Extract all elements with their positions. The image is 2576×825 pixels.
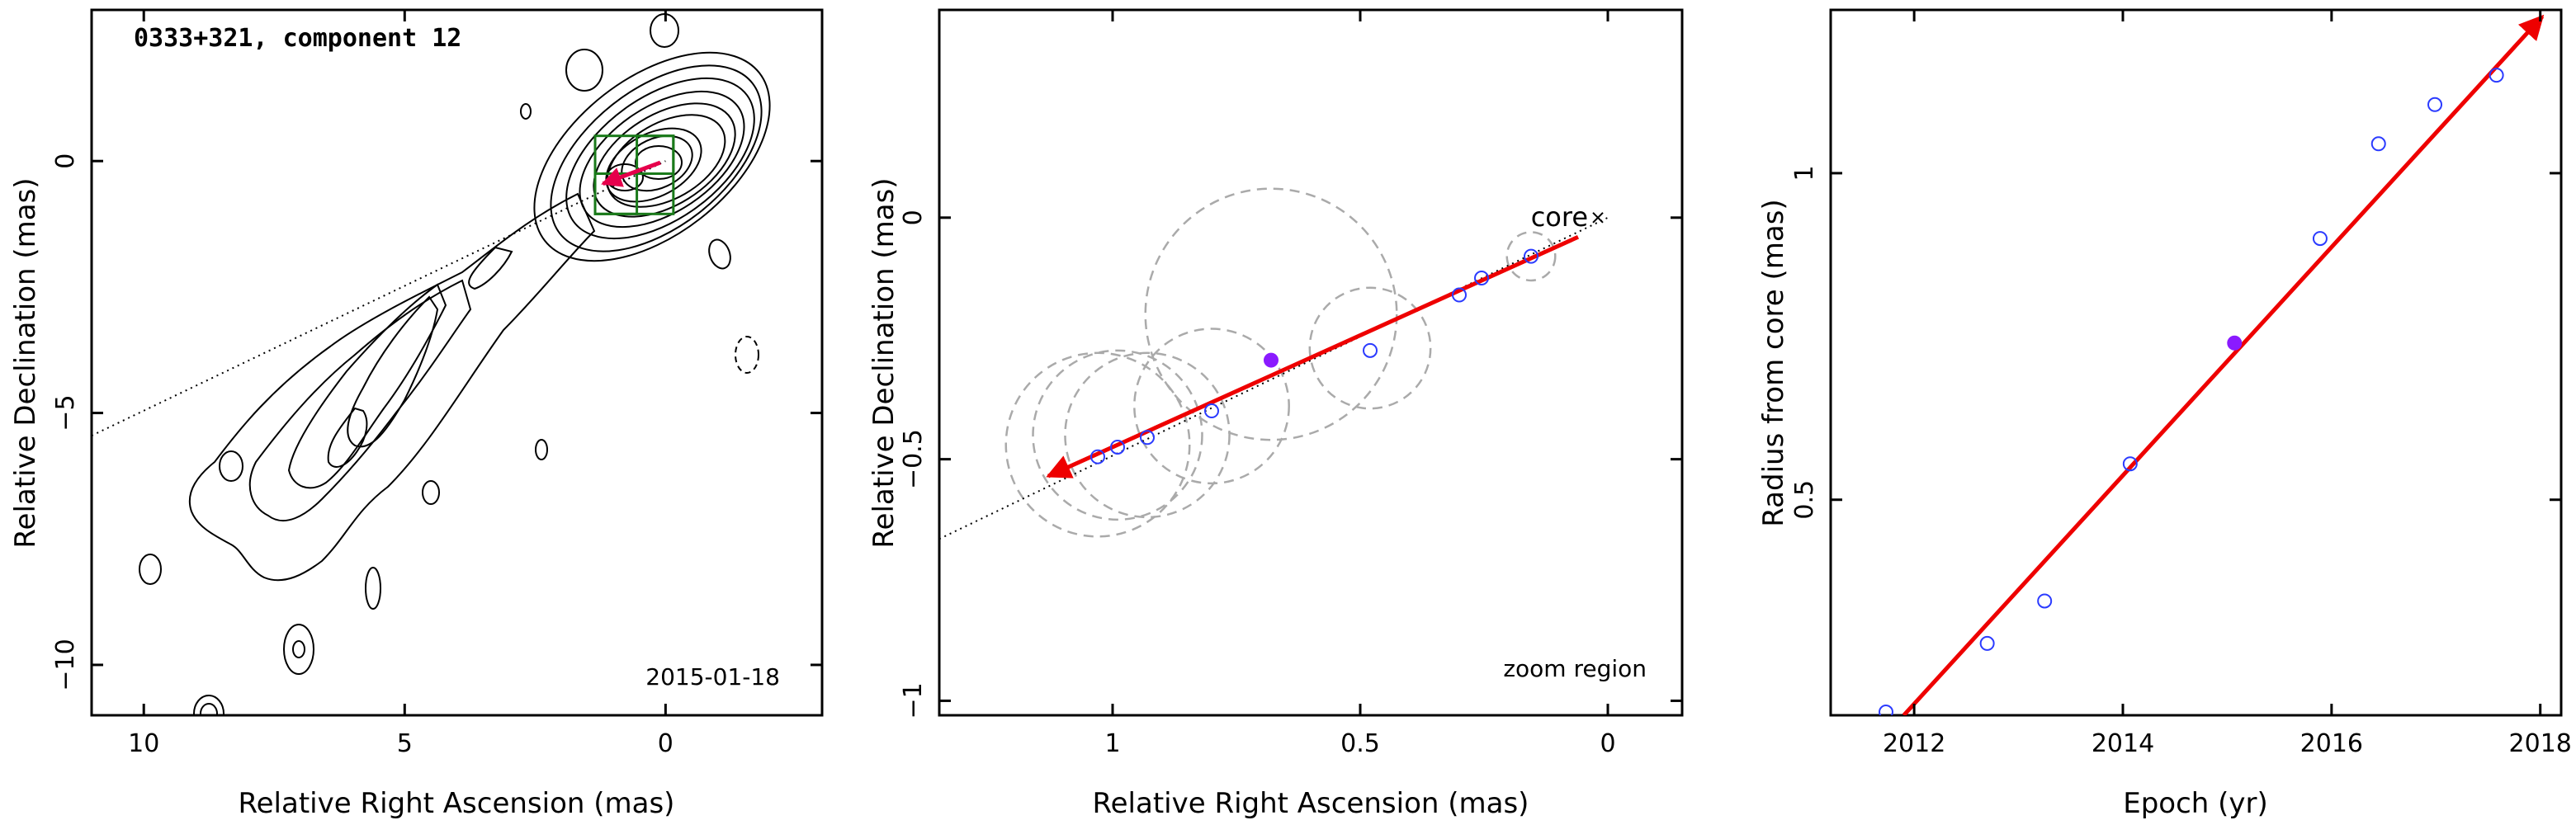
panel-a-xtick-label: 5 <box>397 729 413 758</box>
data-point <box>2037 593 2053 609</box>
uncertainty-circle <box>1064 351 1231 519</box>
panel-a-ytick-label: −5 <box>51 394 80 431</box>
uncertainty-circle <box>1032 349 1203 521</box>
contour-jet-5 <box>327 407 368 468</box>
data-point <box>2312 231 2328 247</box>
contour-blob-2 <box>565 49 603 92</box>
data-point <box>1979 635 1995 651</box>
panel-b-xtick-label: 1 <box>1104 729 1120 758</box>
data-point <box>1879 705 1894 715</box>
panel-a-frame <box>90 8 824 717</box>
panel-c-ytick-label: 1 <box>1790 165 1819 181</box>
component-arrow <box>601 160 661 187</box>
panel-a-xtick-label: 10 <box>128 729 159 758</box>
motion-arrow <box>1046 234 1580 478</box>
panel-a-ytick-label: −10 <box>51 639 80 691</box>
data-point <box>1110 439 1125 455</box>
panel-a-ytick-label: 0 <box>51 153 80 169</box>
data-point <box>1140 430 1155 446</box>
panel-a-title: 0333+321, component 12 <box>134 24 461 53</box>
panel-b-plot <box>939 187 1609 540</box>
panel-b-ytick-label: 0 <box>899 210 928 225</box>
panel-a-overlays <box>92 134 675 436</box>
panel-a-xtick-label: 0 <box>658 729 674 758</box>
data-point <box>1524 248 1539 264</box>
core-label: core <box>1531 201 1588 233</box>
epoch-label: 2015-01-18 <box>645 663 780 691</box>
core-marker <box>1592 212 1604 224</box>
panel-c-xtick-label: 2014 <box>2092 729 2154 758</box>
contour-core-1 <box>533 51 771 262</box>
contour-core-5 <box>593 102 736 218</box>
panel-radius-vs-epoch: 2012 2014 2016 2018 0.5 1 Epoch (yr) Radius f… <box>1757 8 2572 820</box>
contour-core-6 <box>606 114 726 208</box>
panel-b-frame <box>938 8 1684 717</box>
data-point <box>1363 342 1378 358</box>
data-point <box>2489 68 2504 83</box>
contour-core-2 <box>550 64 763 252</box>
contour-blob-11 <box>283 624 314 675</box>
fit-line <box>1902 14 2545 715</box>
contour-blob-6 <box>535 439 548 460</box>
contour-blob-4 <box>708 238 731 270</box>
panel-contour-map: 10 5 0 0 −5 −10 0333+321, component 12 2015-0… <box>9 8 824 820</box>
contour-jet-4 <box>347 295 439 448</box>
uncertainty-circle <box>1505 231 1557 282</box>
highlight-point <box>2227 335 2243 351</box>
contour-blob-5 <box>735 336 759 374</box>
panel-c-ylabel: Radius from core (mas) <box>1757 199 1790 526</box>
contour-core-9 <box>635 145 683 180</box>
contour-jet-3 <box>287 283 447 489</box>
panel-a-xlabel: Relative Right Ascension (mas) <box>239 787 675 820</box>
panel-a-ticks: 10 5 0 0 −5 −10 <box>51 10 822 758</box>
uncertainty-circle <box>1308 286 1432 410</box>
panel-b-xtick-label: 0.5 <box>1340 729 1380 758</box>
panel-b-ytick-label: −1 <box>899 682 928 719</box>
panel-zoom-region: 1 0.5 0 0 −0.5 −1 core zoom region Relative R… <box>867 8 1684 820</box>
data-point <box>2122 456 2138 472</box>
panel-b-ytick-label: −0.5 <box>899 429 928 489</box>
contour-blob-10 <box>365 567 381 610</box>
contour-core-3 <box>565 77 755 240</box>
contour-blob-9 <box>139 554 162 585</box>
contour-jet-6 <box>468 246 513 290</box>
panel-b-ylabel: Relative Declination (mas) <box>867 177 900 548</box>
data-point <box>1090 449 1105 464</box>
uncertainty-circle <box>1133 328 1290 485</box>
zoom-box-3 <box>636 134 675 175</box>
trajectory-line <box>939 216 1609 540</box>
contour-blob-8 <box>219 450 243 482</box>
uncertainty-circle <box>1144 187 1398 441</box>
panel-c-xtick-label: 2018 <box>2509 729 2572 758</box>
panel-a-ylabel: Relative Declination (mas) <box>9 177 42 548</box>
trajectory-line <box>92 160 666 436</box>
contour-blob-14 <box>200 703 218 715</box>
panel-c-xlabel: Epoch (yr) <box>2123 787 2268 820</box>
contour-core-4 <box>579 90 745 229</box>
data-point <box>1474 271 1489 286</box>
data-point <box>1452 287 1467 303</box>
contour-blob-12 <box>292 640 305 658</box>
highlight-point <box>1264 352 1279 368</box>
uncertainty-circle <box>1004 351 1191 538</box>
data-point <box>1204 403 1219 419</box>
panel-b-ticks: 1 0.5 0 0 −0.5 −1 <box>899 10 1682 758</box>
panel-c-xtick-label: 2016 <box>2300 729 2363 758</box>
panel-c-xtick-label: 2012 <box>1883 729 1945 758</box>
contour-blob-13 <box>193 695 225 715</box>
data-point <box>2427 97 2443 112</box>
zoom-region-label: zoom region <box>1503 655 1647 682</box>
contour-map <box>139 13 771 715</box>
panel-c-ytick-label: 0.5 <box>1790 480 1819 520</box>
panel-c-plot <box>1879 14 2545 715</box>
contour-jet-outer <box>188 192 596 582</box>
contour-blob-7 <box>422 480 440 505</box>
data-point <box>2370 136 2386 152</box>
panel-b-xlabel: Relative Right Ascension (mas) <box>1093 787 1529 820</box>
panel-c-frame <box>1829 8 2563 717</box>
contour-blob-3 <box>520 103 532 120</box>
panel-b-xtick-label: 0 <box>1600 729 1615 758</box>
panel-c-ticks: 2012 2014 2016 2018 0.5 1 <box>1790 10 2572 758</box>
